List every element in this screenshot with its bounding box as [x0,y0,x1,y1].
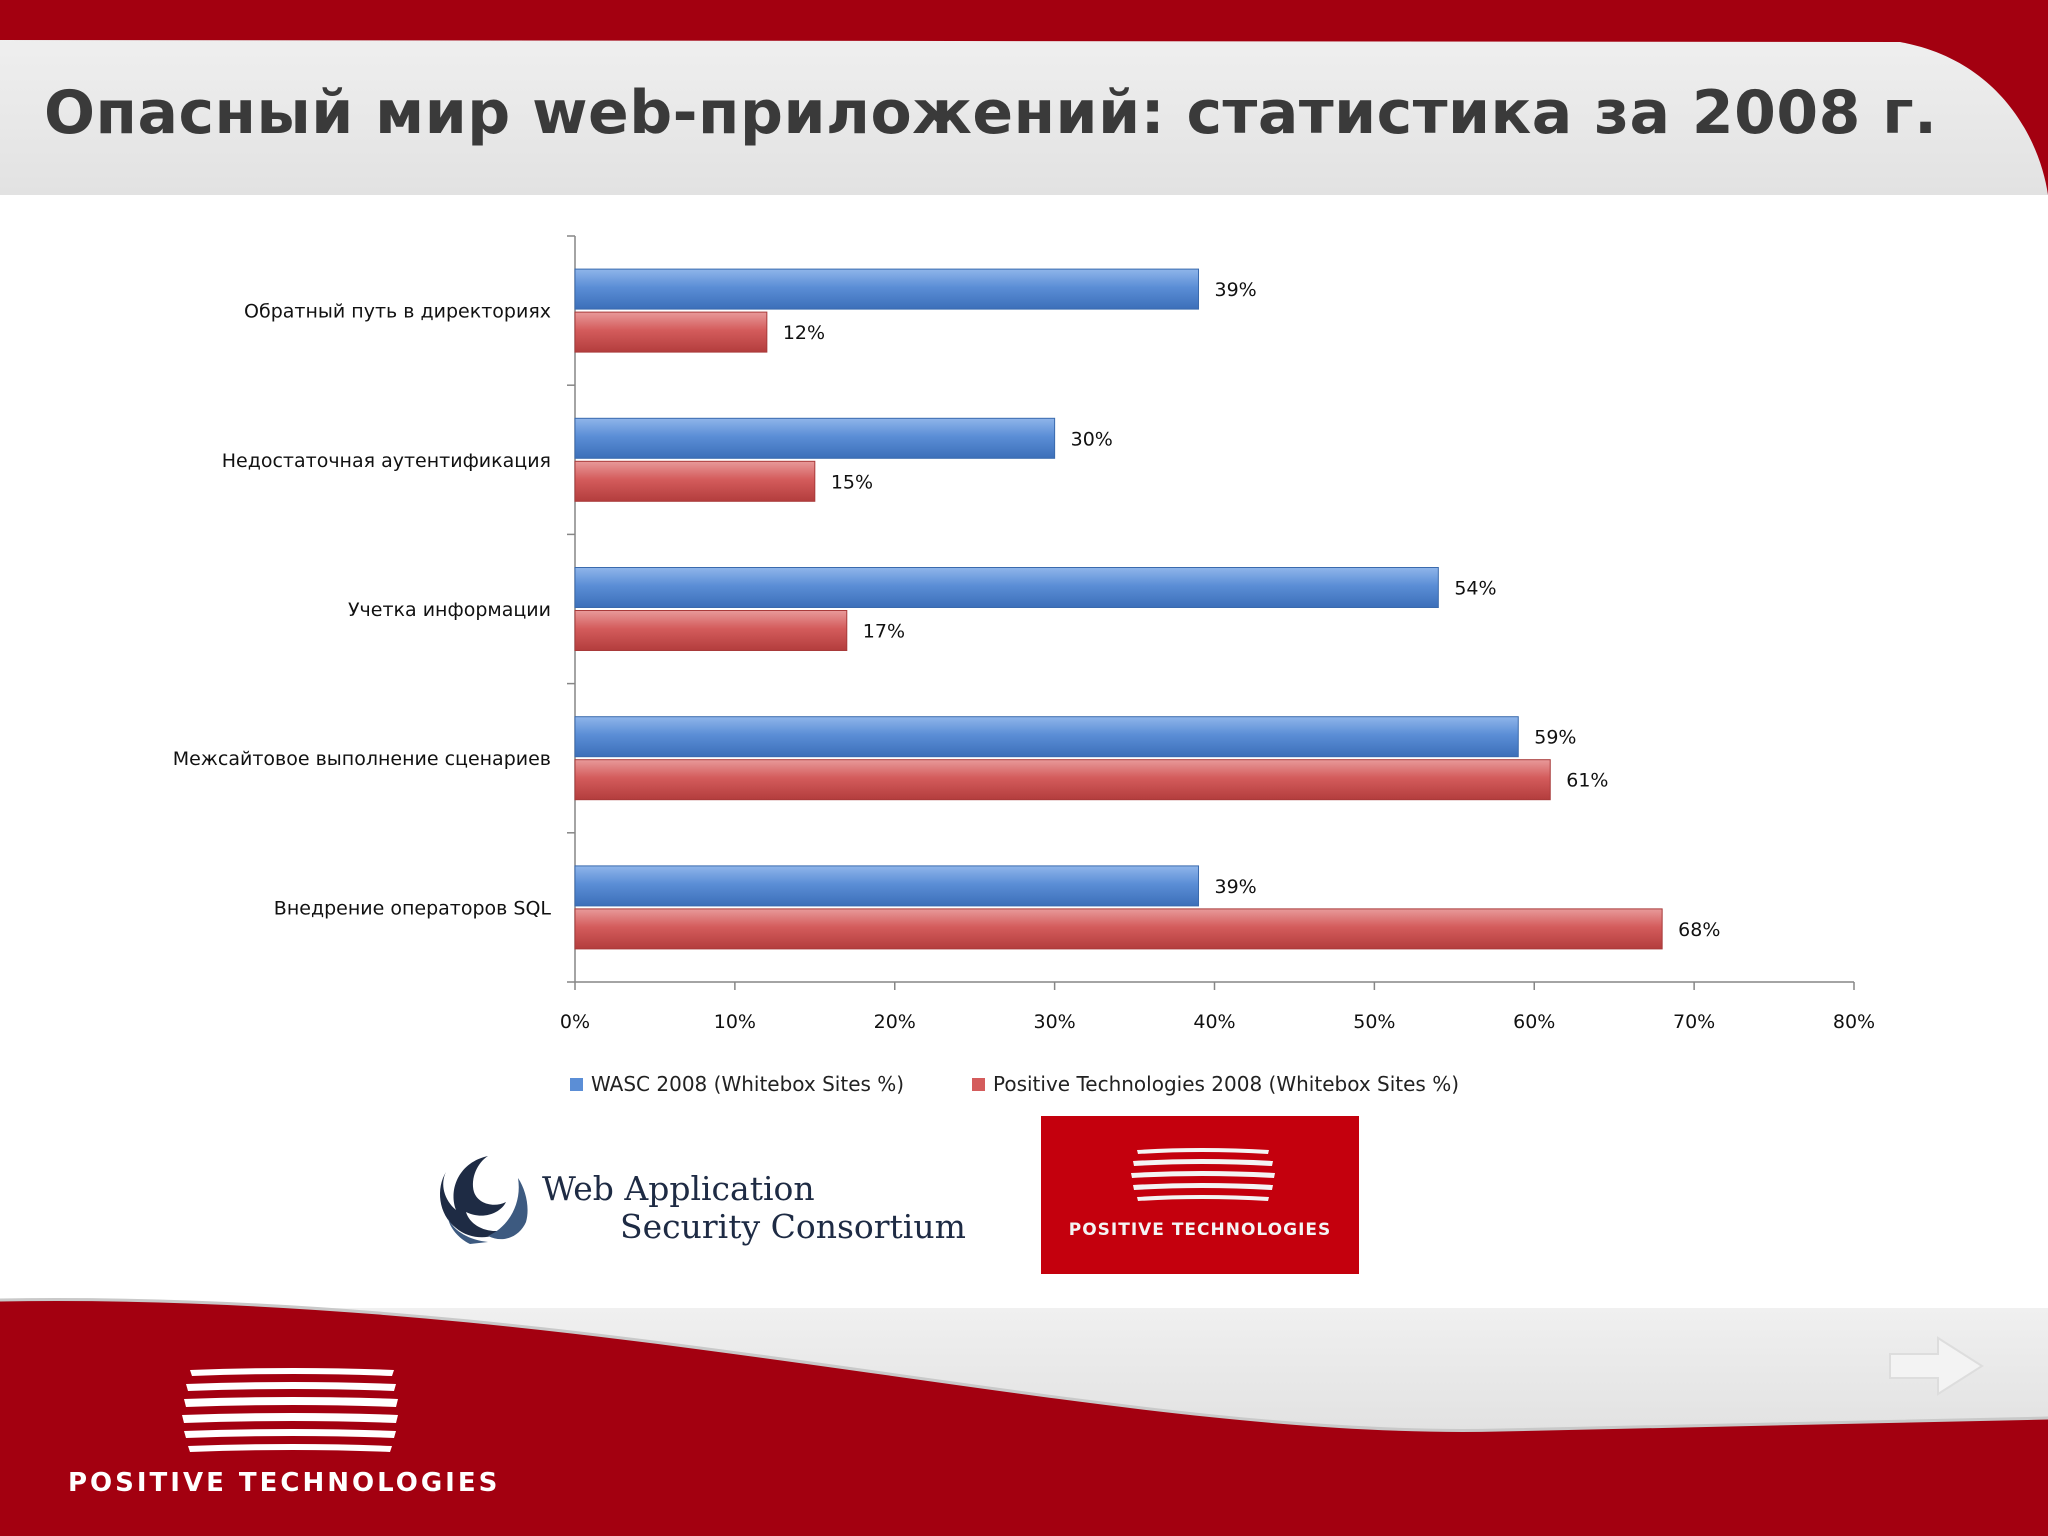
data-label: 12% [783,322,825,344]
bar [574,865,1200,907]
data-label: 68% [1678,919,1720,941]
data-label: 39% [1215,279,1257,301]
wasc-line1: Web Application [542,1169,815,1208]
next-slide-arrow-icon[interactable] [1888,1336,1984,1396]
wasc-line2: Security Consortium [620,1207,966,1246]
data-label: 39% [1215,876,1257,898]
legend-item-wasc: WASC 2008 (Whitebox Sites %) [570,1072,904,1096]
data-label: 17% [863,621,905,643]
data-label: 59% [1534,727,1576,749]
x-tick-label: 20% [874,1011,916,1033]
wasc-logo: Web Application Security Consortium [430,1148,966,1258]
bar [574,908,1663,950]
legend-label-pt: Positive Technologies 2008 (Whitebox Sit… [993,1072,1459,1096]
data-label: 54% [1454,578,1496,600]
x-tick-label: 60% [1513,1011,1555,1033]
legend-item-pt: Positive Technologies 2008 (Whitebox Sit… [972,1072,1459,1096]
legend-label-wasc: WASC 2008 (Whitebox Sites %) [591,1072,905,1096]
legend-swatch-wasc [570,1077,583,1091]
data-label: 15% [831,471,873,493]
wasc-emblem-icon [440,1156,528,1244]
bar [574,268,1200,310]
bar [574,417,1056,459]
x-tick-label: 70% [1673,1011,1715,1033]
category-label: Обратный путь в директориях [244,301,551,323]
bar [574,460,816,502]
pt-logo-text: POSITIVE TECHNOLOGIES [1068,1220,1332,1240]
x-tick-label: 40% [1193,1011,1235,1033]
category-label: Внедрение операторов SQL [274,897,552,919]
legend-swatch-pt [972,1077,985,1091]
category-label: Недостаточная аутентификация [222,450,551,472]
bar [574,759,1551,801]
x-tick-label: 30% [1034,1011,1076,1033]
pt-stripes-icon [1131,1148,1275,1201]
footer-brand-text: POSITIVE TECHNOLOGIES [68,1468,501,1498]
bar [574,716,1519,758]
x-tick-label: 10% [714,1011,756,1033]
header-red-strip [0,0,2048,195]
footer-logo-mark [182,1368,398,1452]
data-label: 30% [1071,428,1113,450]
bar [574,567,1439,608]
pt-logo-box: POSITIVE TECHNOLOGIES [1041,1116,1359,1274]
slide-title: Опасный мир web-приложений: статистика з… [44,78,1938,148]
category-label: Учетка информации [348,599,551,621]
footer-red-wave [0,1299,2048,1536]
bar [574,311,768,353]
x-tick-label: 50% [1353,1011,1395,1033]
data-label: 61% [1566,770,1608,792]
category-label: Межсайтовое выполнение сценариев [173,748,551,770]
x-tick-label: 80% [1833,1011,1875,1033]
x-tick-label: 0% [560,1011,590,1033]
bar [574,610,848,651]
